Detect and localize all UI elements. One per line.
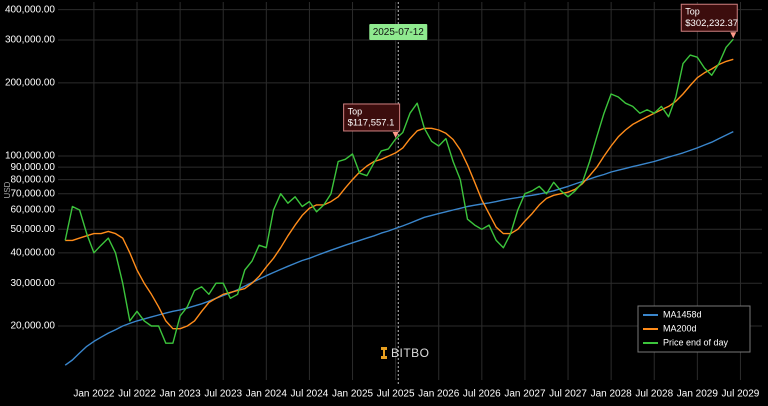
annotation-arrow — [730, 32, 737, 39]
x-tick-label: Jul 2024 — [291, 389, 329, 400]
x-tick-label: Jul 2026 — [463, 389, 501, 400]
y-tick-label: 300,000.00 — [5, 35, 55, 46]
cursor-label: 2025-07-12 — [369, 24, 428, 40]
x-tick-label: Jul 2027 — [549, 389, 587, 400]
legend-label: MA200d — [663, 323, 697, 333]
x-tick-label: Jan 2029 — [677, 389, 719, 400]
legend-label: Price end of day — [663, 337, 729, 347]
x-tick-label: Jan 2023 — [160, 389, 202, 400]
x-tick-label: Jul 2022 — [118, 389, 156, 400]
cursor-label-text: 2025-07-12 — [373, 27, 425, 38]
legend: MA1458d MA200d Price end of day — [637, 305, 751, 353]
y-tick-label: 90,000.00 — [11, 162, 56, 173]
series-line — [64, 38, 734, 344]
annotation-label: $302,232.37 — [685, 18, 738, 29]
x-tick-label: Jan 2025 — [332, 389, 374, 400]
y-tick-label: 30,000.00 — [11, 278, 56, 289]
watermark-icon — [381, 347, 387, 359]
y-tick-label: 80,000.00 — [11, 174, 56, 185]
x-tick-label: Jan 2028 — [591, 389, 633, 400]
series-line — [64, 130, 734, 366]
y-axis-label: USD — [3, 181, 12, 198]
x-tick-label: Jan 2022 — [73, 389, 115, 400]
y-tick-label: 100,000.00 — [5, 151, 55, 162]
x-tick-label: Jul 2028 — [635, 389, 673, 400]
watermark: BITBO — [381, 346, 430, 360]
y-tick-label: 200,000.00 — [5, 77, 55, 88]
x-tick-label: Jan 2027 — [504, 389, 546, 400]
y-tick-label: 50,000.00 — [11, 224, 56, 235]
watermark-text: BITBO — [391, 346, 430, 360]
annotation-box — [343, 103, 401, 132]
x-tick-label: Jan 2026 — [418, 389, 460, 400]
y-tick-label: 60,000.00 — [11, 205, 56, 216]
annotation-label: $117,557.1 — [348, 117, 395, 128]
x-tick-label: Jul 2029 — [722, 389, 760, 400]
y-tick-label: 400,000.00 — [5, 4, 55, 15]
annotation-title: Top — [348, 106, 363, 116]
cursor-label-box — [369, 24, 428, 40]
y-tick-label: 20,000.00 — [11, 321, 56, 332]
annotation: Top$302,232.37 — [680, 3, 738, 39]
legend-label: MA1458d — [663, 309, 702, 319]
annotation-arrow — [392, 131, 399, 138]
annotation: Top$117,557.1 — [343, 103, 401, 138]
y-tick-label: 40,000.00 — [11, 247, 56, 258]
annotation-box — [680, 3, 738, 32]
y-tick-label: 70,000.00 — [11, 188, 56, 199]
annotation-title: Top — [685, 7, 700, 17]
x-tick-label: Jan 2024 — [246, 389, 288, 400]
x-tick-label: Jul 2023 — [204, 389, 242, 400]
x-tick-label: Jul 2025 — [377, 389, 415, 400]
